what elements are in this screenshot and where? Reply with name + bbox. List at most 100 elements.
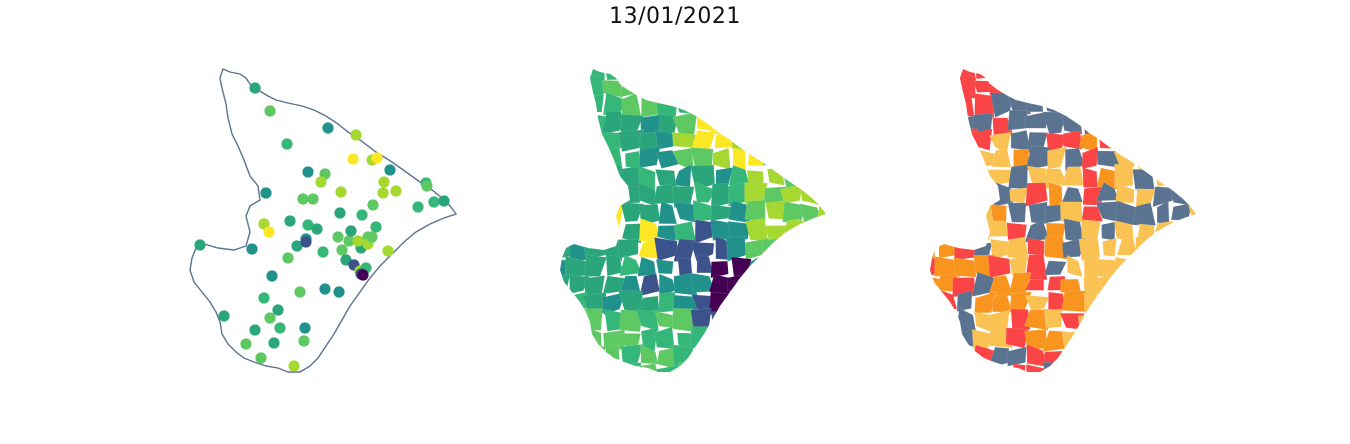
class-region — [1135, 236, 1158, 259]
choropleth-region — [560, 151, 572, 171]
choropleth-region — [780, 290, 801, 313]
choropleth-region — [835, 167, 850, 189]
map-point — [266, 270, 278, 282]
map-point — [378, 176, 390, 188]
point-map-panel — [189, 68, 458, 373]
choropleth-region — [836, 255, 850, 277]
class-region — [1186, 328, 1196, 348]
map-point — [352, 235, 364, 247]
choropleth-region — [783, 347, 801, 369]
choropleth-region — [782, 363, 806, 372]
class-region — [1187, 181, 1196, 208]
choropleth-region — [761, 132, 783, 151]
class-region — [1208, 133, 1220, 150]
choropleth-region — [744, 344, 768, 365]
class-region — [1169, 167, 1195, 191]
choropleth-region — [780, 183, 803, 205]
choropleth-region — [798, 98, 821, 115]
class-region — [1097, 69, 1122, 79]
map-point — [421, 180, 433, 192]
map-point — [218, 310, 230, 322]
choropleth-region — [784, 69, 806, 81]
class-region — [1063, 363, 1085, 372]
class-region — [1028, 201, 1048, 224]
map-point — [291, 240, 303, 252]
choropleth-region — [560, 219, 572, 244]
choropleth-region — [816, 186, 826, 206]
choropleth-region — [604, 69, 623, 80]
choropleth-region — [801, 329, 824, 352]
choropleth-region — [800, 272, 821, 296]
choropleth-region — [782, 309, 804, 332]
class-region — [957, 182, 972, 208]
choropleth-region — [820, 294, 826, 315]
choropleth-region — [564, 146, 587, 172]
map-point — [350, 129, 362, 141]
class-region — [1152, 149, 1171, 172]
choropleth-region — [584, 254, 607, 278]
class-region — [1042, 111, 1066, 135]
choropleth-region — [566, 185, 586, 204]
map-point — [357, 269, 369, 281]
choropleth-region — [619, 309, 644, 333]
choropleth-region — [800, 189, 822, 206]
class-region — [1066, 344, 1086, 371]
choropleth-region — [618, 239, 639, 259]
class-region — [1154, 308, 1170, 332]
map-point — [390, 185, 402, 197]
class-region — [953, 364, 978, 372]
class-region — [1081, 206, 1103, 222]
class-region — [1084, 290, 1099, 314]
class-region — [1006, 75, 1029, 98]
choropleth-region — [693, 362, 715, 372]
map-point — [284, 215, 296, 227]
class-region — [952, 150, 975, 172]
map-point — [302, 166, 314, 178]
class-region — [1102, 330, 1119, 348]
class-region — [1027, 237, 1045, 256]
class-region — [973, 148, 996, 167]
choropleth-region — [637, 69, 658, 77]
choropleth-region — [769, 260, 787, 280]
choropleth-region — [586, 363, 608, 372]
class-region — [1191, 94, 1196, 118]
choropleth-region — [726, 363, 750, 372]
choropleth-region — [582, 187, 607, 206]
class-region — [1186, 255, 1196, 278]
class-region — [954, 238, 977, 261]
choropleth-region — [566, 220, 590, 243]
choropleth-region — [560, 200, 568, 226]
choropleth-region — [560, 182, 570, 208]
choropleth-region — [731, 294, 748, 317]
map-point — [377, 187, 389, 199]
map-point — [428, 196, 440, 208]
choropleth-region — [798, 76, 817, 100]
choropleth-region — [837, 293, 850, 309]
class-region — [1027, 69, 1049, 81]
choropleth-regions — [560, 69, 850, 372]
choropleth-region — [745, 327, 768, 349]
choropleth-region — [690, 326, 714, 350]
choropleth-region — [674, 92, 696, 114]
choropleth-region — [566, 128, 588, 151]
class-region — [1169, 344, 1191, 365]
class-region — [1208, 364, 1220, 386]
class-region — [1078, 237, 1101, 261]
class-region — [974, 291, 996, 314]
class-region — [1133, 308, 1158, 332]
choropleth-region — [618, 69, 643, 82]
class-region — [1210, 75, 1220, 98]
choropleth-region — [569, 274, 591, 295]
class-region — [1007, 202, 1027, 223]
class-region — [1098, 128, 1121, 149]
class-region — [1025, 182, 1048, 207]
class-region — [1100, 295, 1122, 316]
choropleth-region — [618, 362, 642, 372]
class-region — [1120, 296, 1136, 316]
choropleth-region — [709, 74, 734, 97]
choropleth-region — [692, 199, 716, 223]
map-point — [299, 322, 311, 334]
class-region — [1024, 111, 1048, 129]
class-region — [930, 183, 940, 205]
choropleth-region — [727, 272, 752, 292]
